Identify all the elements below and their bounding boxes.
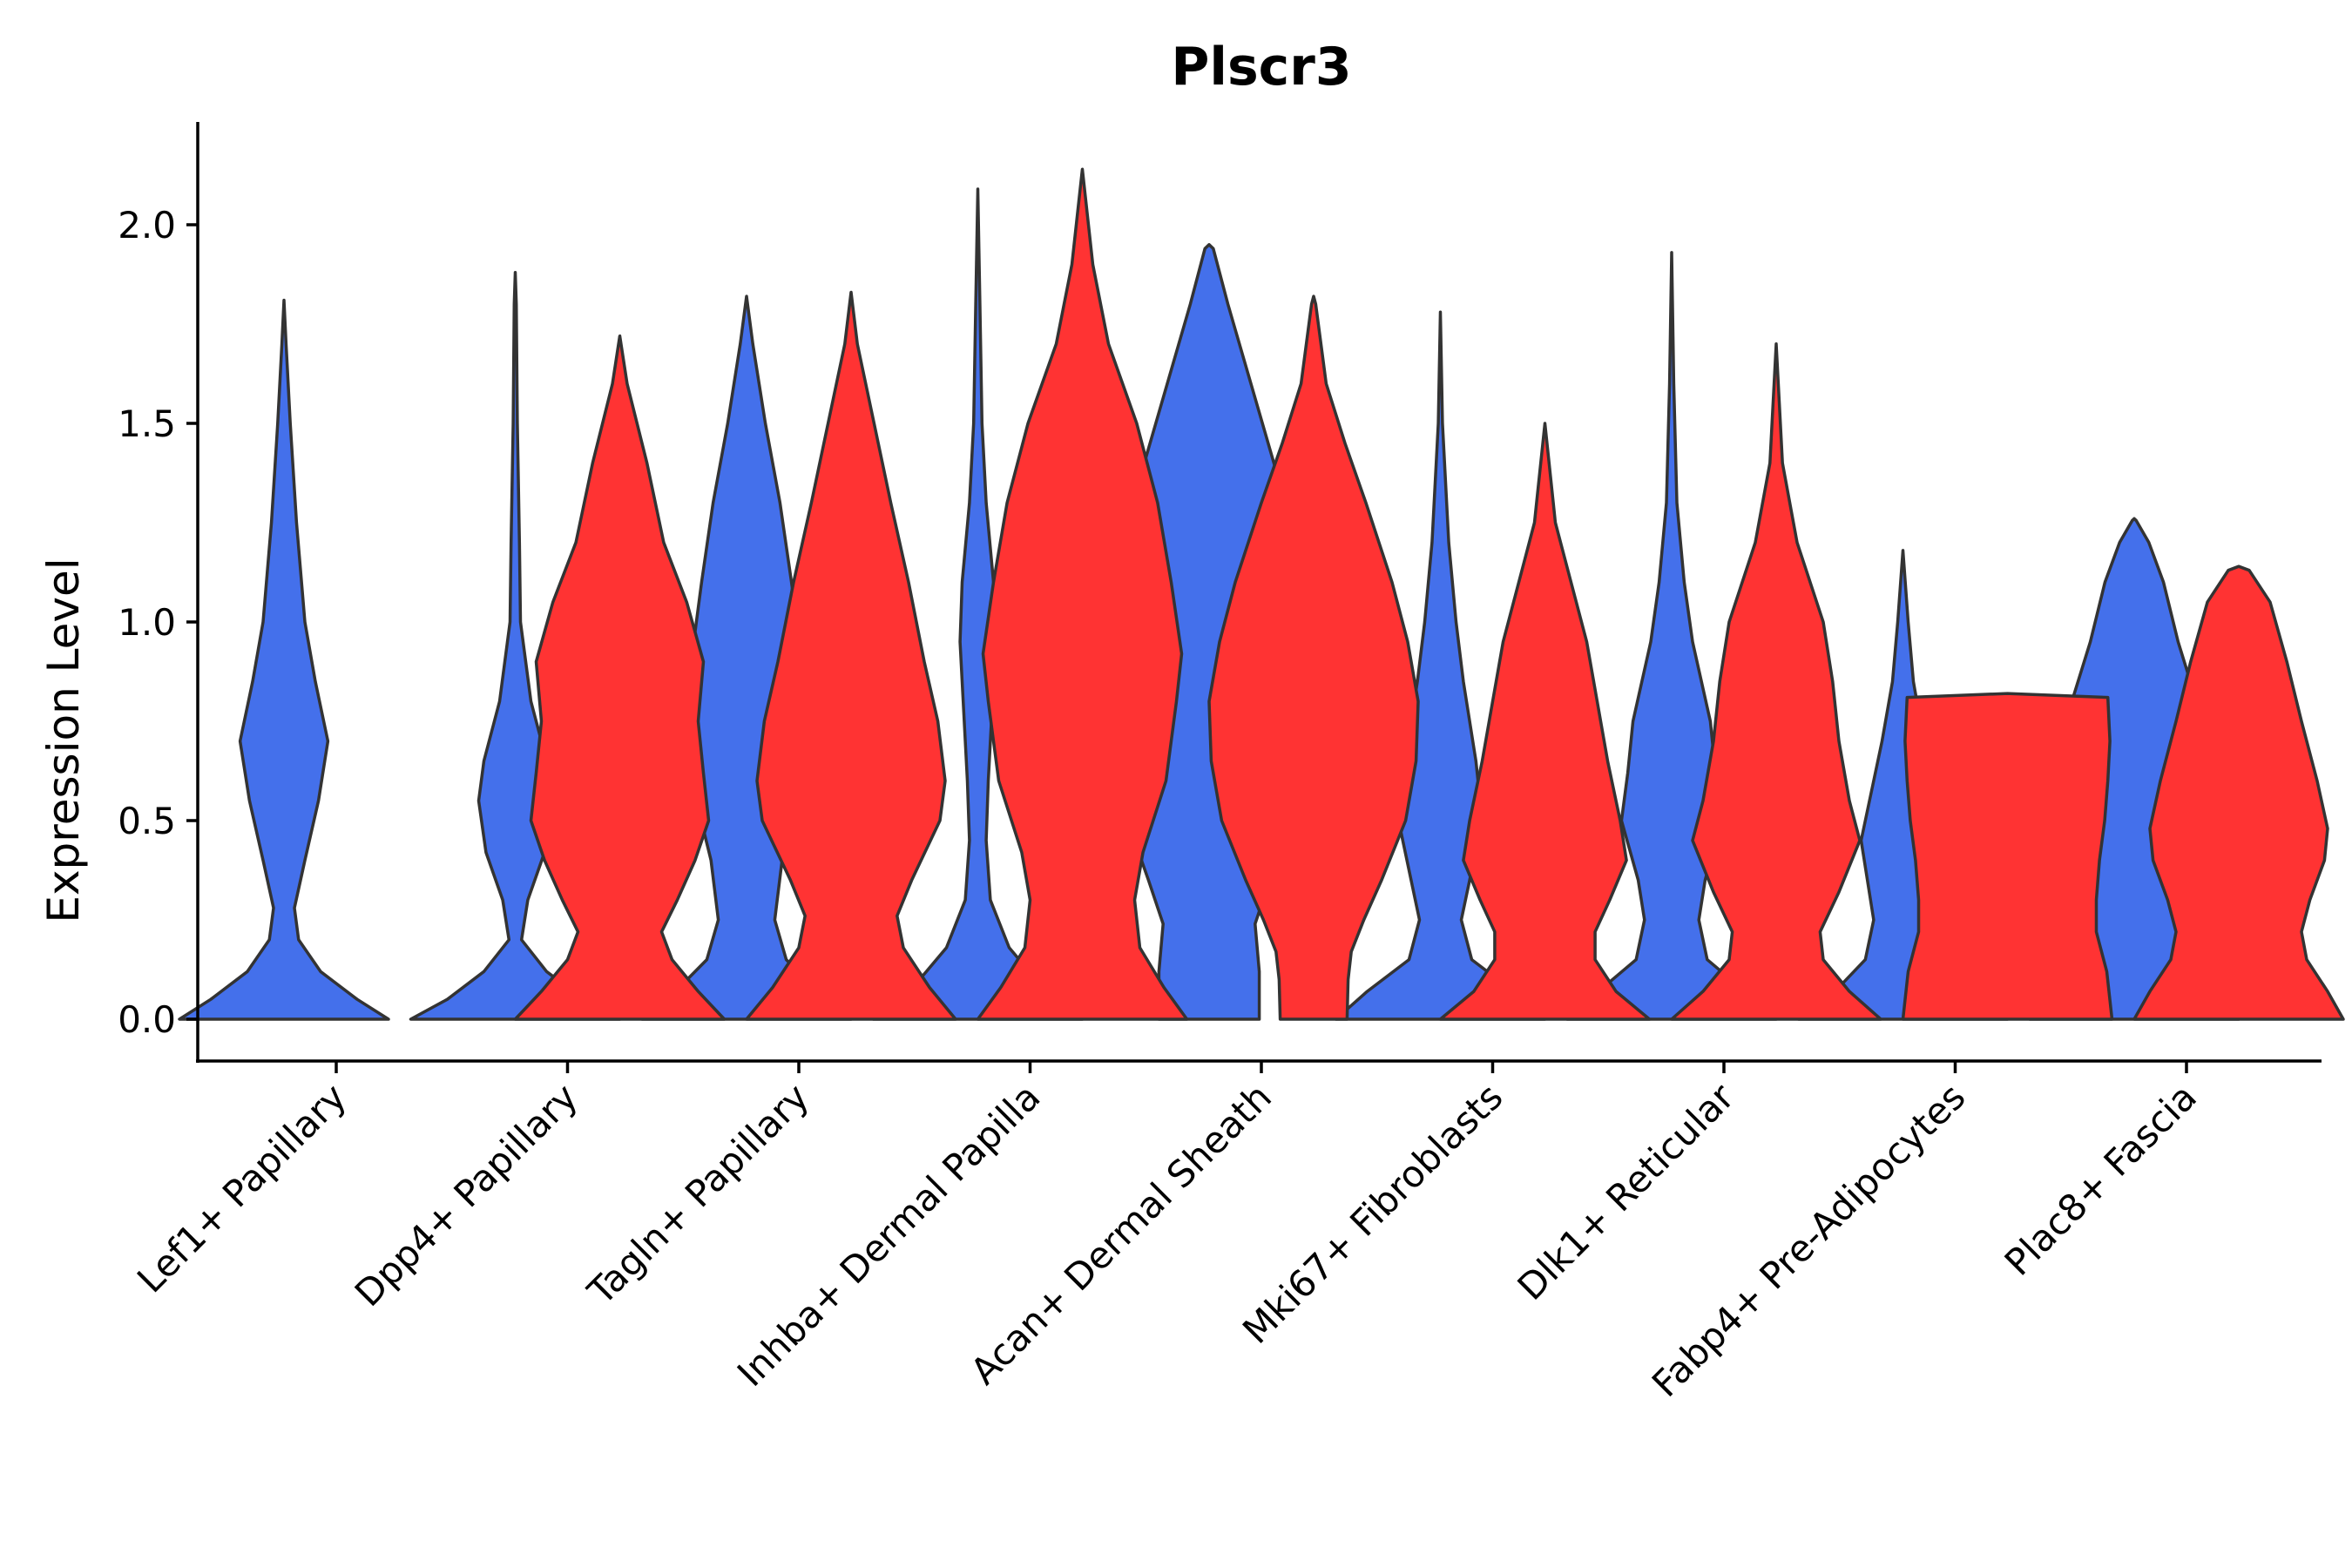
x-tick-label: Plac8+ Fascia — [1997, 1075, 2205, 1283]
violin-group-1 — [871, 187, 1085, 1021]
x-tick-label: Dpp4+ Papillary — [347, 1075, 586, 1315]
x-tick-label: Lef1+ Papillary — [129, 1075, 355, 1301]
violin-group-1 — [409, 270, 622, 1021]
y-axis-label: Expression Level — [38, 558, 89, 923]
y-tick-label: 1.0 — [118, 601, 176, 644]
y-tick-label: 0.0 — [118, 998, 176, 1041]
violin-group-2 — [745, 290, 957, 1021]
x-tick-label: Mki67+ Fibroblasts — [1234, 1075, 1511, 1351]
violin-group-2 — [1670, 342, 1882, 1021]
violin-group-1 — [1334, 310, 1547, 1021]
y-tick-label: 1.5 — [118, 402, 176, 445]
violin-group-1 — [178, 298, 390, 1021]
violin-layer — [178, 167, 2345, 1021]
violin-group-2 — [1438, 422, 1652, 1021]
violin-group-2 — [513, 334, 727, 1021]
violin-group-2 — [976, 167, 1189, 1021]
x-tick-label: Tagln+ Papillary — [579, 1075, 817, 1313]
y-axis: 0.0 0.5 1.0 1.5 2.0 — [118, 122, 199, 1063]
violin-group-2 — [1207, 294, 1420, 1021]
violin-group-2 — [2132, 564, 2345, 1021]
x-tick-label: Dlk1+ Reticular — [1510, 1075, 1743, 1308]
violin-group-2 — [1901, 692, 2114, 1021]
y-tick-label: 0.5 — [118, 800, 176, 842]
y-tick-label: 2.0 — [118, 204, 176, 247]
chart-title: Plscr3 — [1171, 37, 1351, 98]
